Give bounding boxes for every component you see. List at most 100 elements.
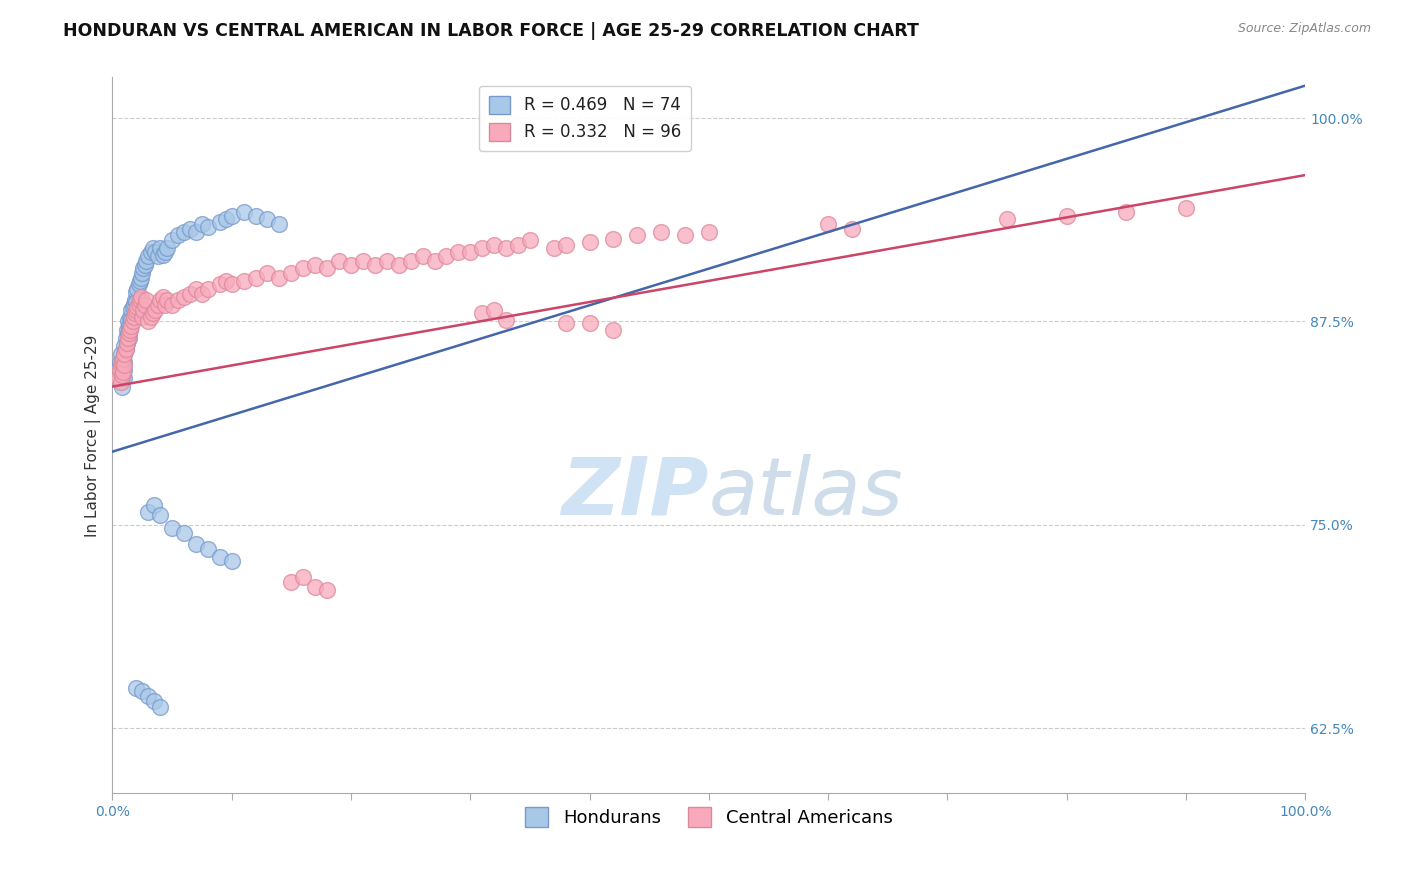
Point bbox=[197, 282, 219, 296]
Point bbox=[316, 582, 339, 597]
Point bbox=[128, 293, 150, 308]
Point bbox=[256, 212, 278, 227]
Point bbox=[117, 331, 139, 345]
Point bbox=[173, 526, 195, 541]
Point bbox=[124, 306, 146, 320]
Point bbox=[110, 375, 132, 389]
Point bbox=[471, 306, 494, 320]
Point bbox=[131, 683, 153, 698]
Point bbox=[143, 303, 166, 318]
Point bbox=[995, 212, 1018, 227]
Point bbox=[120, 323, 142, 337]
Point bbox=[149, 508, 172, 522]
Point bbox=[817, 217, 839, 231]
Point bbox=[115, 335, 138, 350]
Point bbox=[132, 260, 155, 275]
Point bbox=[412, 249, 434, 263]
Point bbox=[111, 368, 134, 383]
Point bbox=[121, 314, 143, 328]
Point bbox=[107, 371, 129, 385]
Point bbox=[111, 379, 134, 393]
Point bbox=[111, 371, 134, 385]
Point bbox=[208, 277, 231, 291]
Point bbox=[142, 306, 165, 320]
Point bbox=[543, 241, 565, 255]
Point bbox=[135, 254, 157, 268]
Point bbox=[122, 310, 145, 324]
Point bbox=[554, 316, 576, 330]
Point bbox=[131, 310, 153, 324]
Point bbox=[280, 266, 302, 280]
Point bbox=[111, 355, 134, 369]
Point bbox=[375, 254, 398, 268]
Point bbox=[215, 212, 238, 227]
Point bbox=[127, 300, 149, 314]
Point bbox=[184, 282, 207, 296]
Point bbox=[149, 293, 172, 308]
Point bbox=[399, 254, 422, 268]
Point bbox=[153, 298, 176, 312]
Point bbox=[245, 209, 267, 223]
Point bbox=[149, 700, 172, 714]
Point bbox=[221, 209, 243, 223]
Text: atlas: atlas bbox=[709, 454, 904, 532]
Point bbox=[245, 270, 267, 285]
Point bbox=[506, 238, 529, 252]
Point bbox=[153, 244, 176, 259]
Point bbox=[179, 221, 201, 235]
Point bbox=[127, 282, 149, 296]
Point bbox=[578, 316, 600, 330]
Point bbox=[146, 298, 169, 312]
Point bbox=[108, 363, 131, 377]
Point bbox=[143, 244, 166, 259]
Point bbox=[132, 303, 155, 318]
Point bbox=[117, 326, 139, 340]
Point bbox=[304, 258, 326, 272]
Point bbox=[316, 260, 339, 275]
Point bbox=[167, 293, 190, 308]
Point bbox=[160, 521, 183, 535]
Point bbox=[280, 574, 302, 589]
Point bbox=[107, 363, 129, 377]
Point bbox=[117, 314, 139, 328]
Point bbox=[458, 244, 481, 259]
Point bbox=[602, 231, 624, 245]
Point bbox=[112, 368, 135, 383]
Point bbox=[114, 342, 136, 356]
Point bbox=[152, 290, 174, 304]
Point bbox=[495, 241, 517, 255]
Point bbox=[1056, 209, 1078, 223]
Point bbox=[152, 248, 174, 262]
Point bbox=[128, 277, 150, 291]
Point bbox=[122, 296, 145, 310]
Point bbox=[471, 241, 494, 255]
Point bbox=[191, 217, 214, 231]
Point bbox=[143, 693, 166, 707]
Point bbox=[482, 238, 505, 252]
Point bbox=[304, 580, 326, 594]
Point bbox=[221, 554, 243, 568]
Point bbox=[112, 359, 135, 373]
Point bbox=[139, 310, 162, 324]
Point bbox=[292, 260, 315, 275]
Point bbox=[232, 205, 254, 219]
Point bbox=[173, 225, 195, 239]
Point bbox=[179, 286, 201, 301]
Point bbox=[650, 225, 672, 239]
Point bbox=[120, 310, 142, 324]
Point bbox=[110, 347, 132, 361]
Point bbox=[256, 266, 278, 280]
Point bbox=[1115, 205, 1137, 219]
Point bbox=[215, 274, 238, 288]
Point bbox=[173, 290, 195, 304]
Text: ZIP: ZIP bbox=[561, 454, 709, 532]
Point bbox=[364, 258, 387, 272]
Point bbox=[423, 254, 446, 268]
Point bbox=[128, 296, 150, 310]
Point bbox=[118, 326, 141, 340]
Point bbox=[149, 241, 172, 255]
Point bbox=[352, 254, 374, 268]
Point bbox=[125, 285, 148, 300]
Point bbox=[156, 293, 179, 308]
Point bbox=[143, 499, 166, 513]
